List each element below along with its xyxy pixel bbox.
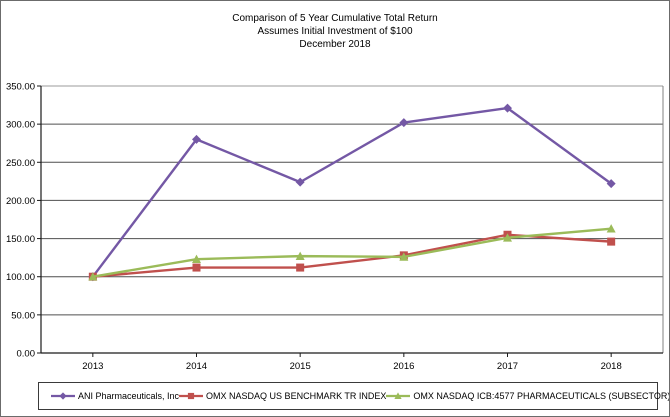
title-line-2: Assumes Initial Investment of $100 bbox=[257, 26, 413, 37]
svg-text:0.00: 0.00 bbox=[17, 349, 36, 360]
pharma-triangle-marker-icon bbox=[386, 391, 411, 401]
title-line-1: Comparison of 5 Year Cumulative Total Re… bbox=[232, 13, 438, 24]
title-line-3: December 2018 bbox=[299, 39, 371, 50]
svg-text:2014: 2014 bbox=[186, 361, 207, 372]
svg-text:350.00: 350.00 bbox=[6, 82, 35, 93]
chart-legend: ANI Pharmaceuticals, Inc OMX NASDAQ US B… bbox=[38, 382, 669, 410]
benchmark-square-marker-icon bbox=[179, 391, 204, 401]
chart-title: Comparison of 5 Year Cumulative Total Re… bbox=[1, 12, 669, 51]
svg-text:250.00: 250.00 bbox=[6, 158, 35, 169]
legend-item-benchmark: OMX NASDAQ US BENCHMARK TR INDEX bbox=[179, 391, 386, 401]
legend-item-label: OMX NASDAQ ICB:4577 PHARMACEUTICALS (SUB… bbox=[413, 391, 670, 401]
svg-text:150.00: 150.00 bbox=[6, 234, 35, 245]
svg-text:2013: 2013 bbox=[82, 361, 103, 372]
svg-text:300.00: 300.00 bbox=[6, 120, 35, 131]
svg-text:2018: 2018 bbox=[601, 361, 622, 372]
legend-item-label: OMX NASDAQ US BENCHMARK TR INDEX bbox=[206, 391, 387, 401]
legend-item-pharma-subsector: OMX NASDAQ ICB:4577 PHARMACEUTICALS (SUB… bbox=[386, 391, 670, 401]
svg-text:2017: 2017 bbox=[497, 361, 518, 372]
svg-text:2016: 2016 bbox=[393, 361, 414, 372]
svg-text:200.00: 200.00 bbox=[6, 196, 35, 207]
legend-item-ani: ANI Pharmaceuticals, Inc bbox=[51, 391, 179, 401]
svg-text:50.00: 50.00 bbox=[11, 310, 35, 321]
svg-text:2015: 2015 bbox=[290, 361, 311, 372]
legend-item-label: ANI Pharmaceuticals, Inc bbox=[78, 391, 180, 401]
ani-diamond-marker-icon bbox=[51, 391, 75, 401]
svg-text:100.00: 100.00 bbox=[6, 272, 35, 283]
